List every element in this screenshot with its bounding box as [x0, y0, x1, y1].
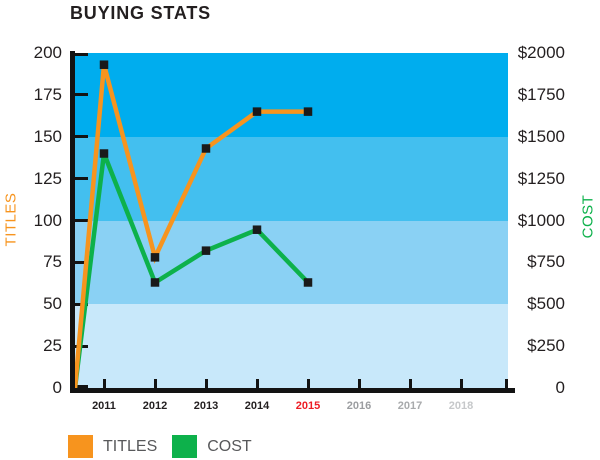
y-axis-tick: [75, 260, 88, 264]
legend-item: COST: [172, 435, 252, 458]
cost-data-point-marker: [150, 278, 160, 287]
x-axis-year-label: 2013: [193, 400, 219, 412]
left-axis-tick-label: 75: [43, 252, 62, 272]
x-axis-year-label: 2015: [295, 400, 321, 412]
right-axis-tick-label: $1500: [517, 126, 565, 146]
right-axis-tick-label: $1750: [517, 84, 565, 104]
background-band: [75, 53, 508, 137]
left-axis-tick-label: 50: [43, 294, 62, 314]
line-chart-svg: [75, 60, 313, 388]
y-axis-tick: [75, 53, 88, 56]
left-axis-title: TITLES: [2, 192, 20, 247]
right-axis-tick-label: $500: [527, 294, 565, 314]
background-band: [75, 304, 508, 388]
titles-data-point-marker: [150, 253, 160, 262]
x-axis-tick: [153, 379, 157, 388]
left-axis-tick-label: 0: [52, 378, 62, 397]
right-axis-tick-label: $750: [527, 252, 565, 272]
y-axis-tick: [75, 219, 88, 222]
legend: TITLES COST: [68, 435, 267, 458]
cost-data-point-marker: [252, 225, 262, 234]
titles-legend-swatch: [68, 435, 93, 458]
right-axis-tick-label: 0: [555, 378, 565, 397]
legend-label: TITLES: [103, 437, 158, 455]
x-axis-tick: [255, 379, 259, 388]
left-axis-tick-label: 25: [43, 336, 62, 356]
legend-item: TITLES: [68, 435, 157, 458]
legend-label: COST: [207, 437, 252, 455]
right-axis-tick-label: $1000: [517, 210, 565, 230]
titles-data-point-marker: [252, 107, 262, 116]
cost-data-point-marker: [201, 246, 211, 255]
x-axis-year-label: 2016: [346, 400, 372, 412]
titles-line: [75, 64, 308, 388]
y-axis-tick: [75, 93, 88, 97]
plot-area: [75, 53, 508, 388]
x-axis-year-label: 2018: [448, 400, 474, 412]
cost-data-point-marker: [99, 149, 109, 158]
y-axis-tick: [75, 135, 88, 139]
x-axis-year-label: 2014: [244, 400, 270, 412]
background-band: [75, 136, 508, 221]
left-axis-tick-label: 200: [33, 43, 62, 62]
chart-title: BUYING STATS: [70, 3, 211, 23]
right-axis-tick-label: $2000: [517, 43, 565, 62]
cost-data-point-marker: [303, 278, 313, 287]
titles-data-point-marker: [201, 144, 211, 153]
cost-line: [75, 152, 310, 388]
x-axis-end-tick: [505, 379, 508, 388]
right-axis-title: COST: [579, 194, 597, 239]
x-axis-tick: [306, 379, 310, 388]
x-axis-year-label: 2012: [142, 400, 168, 412]
cost-legend-swatch: [172, 435, 198, 458]
x-axis-tick: [408, 379, 412, 388]
x-axis-tick: [357, 379, 361, 388]
x-axis-year-label: 2011: [92, 400, 116, 412]
titles-data-point-marker: [303, 107, 313, 116]
left-axis-line: [70, 51, 75, 393]
left-axis-tick-label: 150: [33, 126, 62, 146]
x-axis-tick: [459, 379, 463, 388]
titles-data-point-marker: [99, 60, 109, 69]
y-axis-tick: [75, 385, 88, 388]
x-axis-tick: [204, 379, 208, 388]
x-axis-year-label: 2017: [397, 400, 423, 412]
right-axis-tick-label: $250: [527, 336, 565, 356]
x-axis-tick: [102, 379, 106, 388]
left-axis-tick-label: 175: [33, 84, 62, 104]
right-axis-tick-label: $1250: [517, 168, 565, 188]
y-axis-tick: [75, 177, 88, 181]
bottom-axis-line: [70, 388, 515, 393]
